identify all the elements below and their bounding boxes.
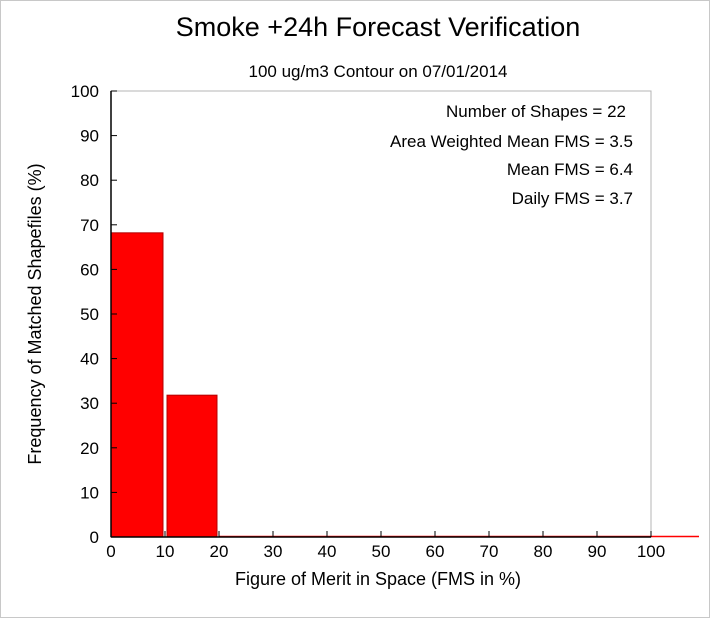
stat-daily-fms: Daily FMS = 3.7	[512, 189, 633, 208]
y-tick-label: 60	[80, 260, 99, 279]
y-axis-label: Frequency of Matched Shapefiles (%)	[25, 163, 45, 464]
x-tick-label: 40	[318, 542, 337, 561]
y-tick-label: 100	[71, 82, 99, 101]
y-tick-label: 30	[80, 394, 99, 413]
x-tick-label: 60	[426, 542, 445, 561]
x-tick-label: 50	[372, 542, 391, 561]
y-tick-label: 40	[80, 350, 99, 369]
stat-number-of-shapes: Number of Shapes = 22	[446, 102, 626, 121]
x-tick-label: 70	[480, 542, 499, 561]
x-tick-label: 30	[264, 542, 283, 561]
x-tick-label: 10	[156, 542, 175, 561]
histogram-bar-0-10	[110, 232, 164, 538]
y-tick-label: 70	[80, 216, 99, 235]
x-tick-label: 20	[210, 542, 229, 561]
y-tick-label: 50	[80, 305, 99, 324]
x-axis-ticks: 0 10 20 30 40 50 60 70 80 90 100	[106, 531, 665, 561]
x-tick-label: 0	[106, 542, 115, 561]
y-tick-label: 80	[80, 171, 99, 190]
chart-title: Smoke +24h Forecast Verification	[176, 12, 580, 42]
y-tick-label: 90	[80, 127, 99, 146]
y-tick-label: 0	[90, 528, 99, 547]
stat-mean-fms: Mean FMS = 6.4	[507, 160, 633, 179]
x-tick-label: 100	[637, 542, 665, 561]
histogram-bar-10-20	[166, 394, 218, 538]
stat-area-weighted-mean-fms: Area Weighted Mean FMS = 3.5	[390, 132, 633, 151]
chart-subtitle: 100 ug/m3 Contour on 07/01/2014	[249, 62, 508, 81]
y-axis-ticks: 0 10 20 30 40 50 60 70 80 90 100	[71, 82, 117, 547]
y-tick-label: 10	[80, 483, 99, 502]
x-tick-label: 90	[588, 542, 607, 561]
stats-annotation: Number of Shapes = 22 Area Weighted Mean…	[390, 102, 633, 208]
y-tick-label: 20	[80, 439, 99, 458]
x-tick-label: 80	[534, 542, 553, 561]
x-axis-label: Figure of Merit in Space (FMS in %)	[235, 569, 521, 589]
bar-series	[110, 232, 699, 538]
